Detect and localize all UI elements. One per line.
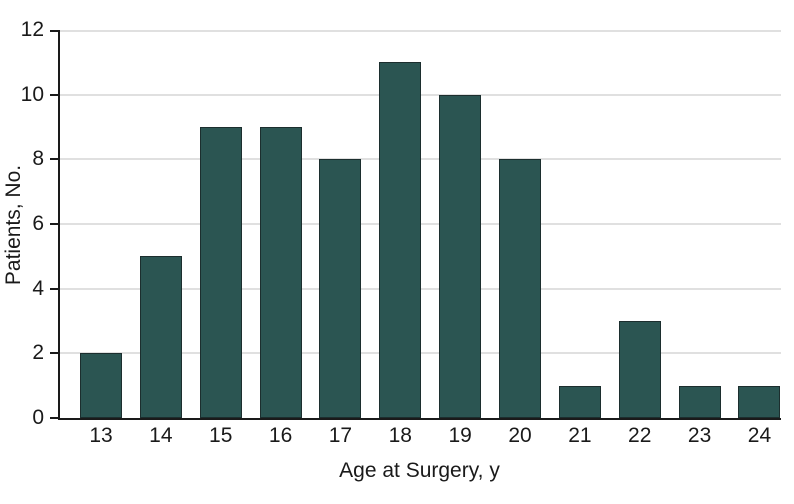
bar-age-23 [678,385,721,418]
plot-area [58,30,781,420]
bar-age-16 [259,127,302,418]
bar-age-14 [139,256,182,418]
y-tick-label-0: 0 [32,406,44,429]
bar-age-18 [379,62,422,418]
y-tick-label-12: 12 [20,18,44,41]
bar-age-15 [199,127,242,418]
x-tick-label-24: 24 [747,424,772,447]
y-axis: 0 2 4 6 8 10 12 [0,19,58,429]
x-tick-label-17: 17 [328,424,353,447]
x-tick-label-19: 19 [448,424,472,447]
y-tick-8 [50,158,58,161]
y-tick-6 [50,223,58,225]
y-tick-label-8: 8 [32,147,44,171]
y-tick-0 [50,417,58,419]
y-tick-12 [50,30,58,32]
x-tick-label-21: 21 [568,424,592,447]
bar-age-21 [558,385,601,418]
bar-age-20 [499,159,542,418]
x-tick-label-18: 18 [388,424,412,447]
gridline-12 [60,30,781,32]
y-tick-label-2: 2 [32,341,44,365]
x-tick-label-15: 15 [209,424,233,447]
bar-age-17 [319,159,362,418]
y-tick-label-10: 10 [20,82,44,106]
x-axis-title: Age at Surgery, y [339,459,500,482]
x-tick-label-14: 14 [149,424,173,447]
x-tick-label-23: 23 [687,424,712,447]
bar-age-22 [618,321,661,418]
bar-age-24 [738,385,781,418]
x-tick-label-22: 22 [628,424,652,447]
bar-age-13 [80,353,122,418]
x-tick-label-16: 16 [268,424,293,447]
bar-age-19 [439,94,482,418]
y-tick-4 [50,287,58,290]
y-tick-10 [50,93,58,96]
x-tick-label-13: 13 [89,424,113,447]
x-tick-label-20: 20 [508,424,532,447]
y-tick-label-6: 6 [32,212,44,235]
y-tick-2 [50,352,58,355]
y-tick-label-4: 4 [32,276,44,300]
x-axis: 13 14 15 16 17 18 19 20 21 22 23 24 [60,424,781,450]
